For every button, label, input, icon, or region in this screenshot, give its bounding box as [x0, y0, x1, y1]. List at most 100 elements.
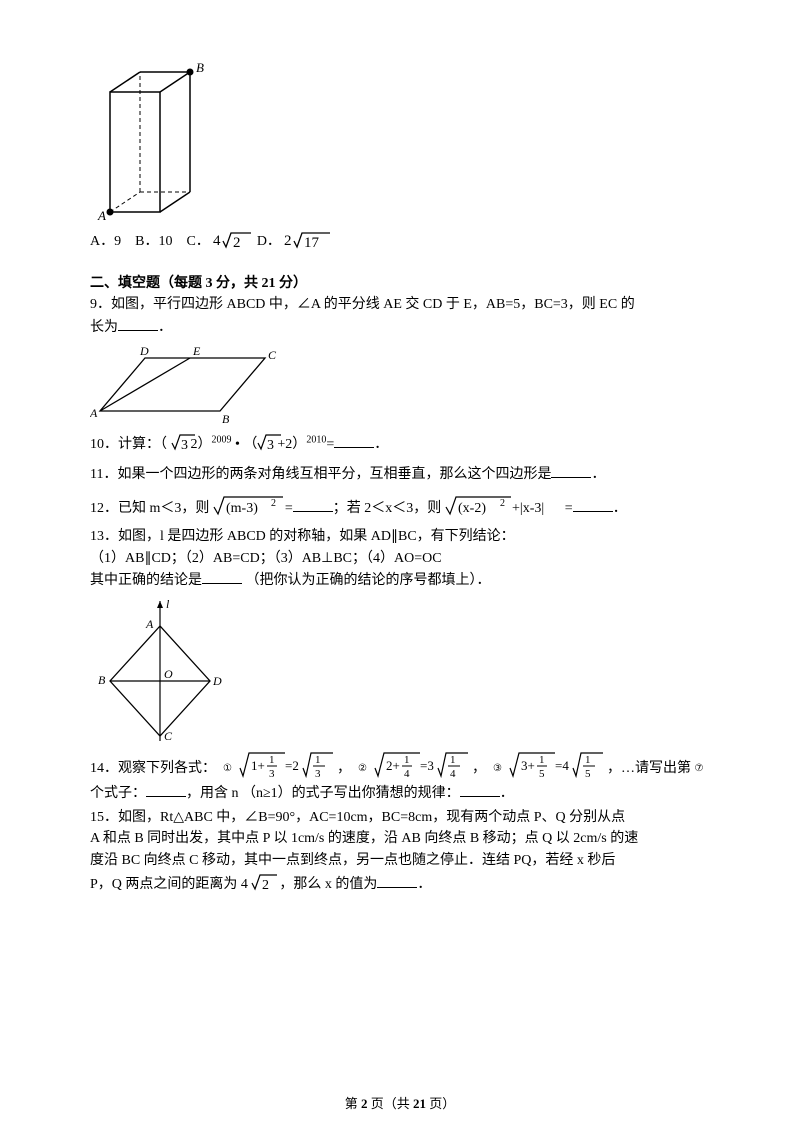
svg-text:=2: =2: [285, 758, 299, 773]
q14-p2: 个式子：: [90, 786, 146, 801]
circle-3: ③: [491, 762, 505, 776]
svg-text:17: 17: [304, 235, 320, 251]
q12-p1: 12．已知 m＜3，则: [90, 501, 209, 516]
svg-text:1: 1: [539, 754, 545, 766]
q15-l4: P，Q 两点之间的距离为 4 2 ，那么 x 的值为 ．: [90, 872, 710, 896]
q10-exp2: 2010: [306, 434, 326, 445]
q13-l3b: （把你认为正确的结论的序号都填上）．: [246, 573, 491, 588]
q10-mid1: 2）: [191, 437, 212, 452]
q10-bullet: •: [235, 437, 240, 452]
svg-text:(m-3): (m-3): [226, 501, 258, 516]
choice-c-prefix: C．: [186, 234, 209, 249]
circle-1: ①: [221, 762, 235, 776]
sqrt-x2-abs: (x-2) 2 +|x-3|: [445, 494, 565, 518]
q14-line2: 个式子：，用含 n （n≥1）的式子写出你猜想的规律：．: [90, 782, 710, 805]
q10-blank: [334, 433, 374, 448]
q12-dot: ．: [613, 501, 627, 516]
svg-text:2: 2: [500, 498, 505, 509]
prism-label-b: B: [196, 60, 204, 75]
svg-text:D: D: [212, 674, 222, 688]
svg-text:C: C: [268, 348, 277, 362]
q11-text: 11．如果一个四边形的两条对角线互相平分，互相垂直，那么这个四边形是: [90, 467, 551, 482]
q12-blank2: [573, 497, 613, 512]
q15-dot: ．: [417, 877, 431, 892]
q10-p1: 10．计算：（: [90, 437, 167, 452]
svg-text:A: A: [145, 617, 154, 631]
q13-blank: [202, 569, 242, 584]
figure-parallelogram: D E C A B: [90, 343, 710, 428]
q10-open: （: [243, 437, 257, 452]
figure-prism: A B: [90, 52, 710, 227]
svg-text:1: 1: [269, 754, 275, 766]
svg-text:3: 3: [181, 438, 188, 452]
q12-eq2: =: [565, 501, 573, 516]
q13-l1: 13．如图，l 是四边形 ABCD 的对称轴，如果 AD∥BC，有下列结论：: [90, 526, 710, 548]
svg-text:l: l: [166, 597, 170, 611]
circle-7: ⑦: [692, 762, 706, 776]
svg-text:C: C: [164, 729, 173, 743]
svg-text:+|x-3|: +|x-3|: [512, 501, 544, 516]
figure-rhombus: l A B O D C: [90, 596, 710, 746]
q8-choices: A．9 B．10 C． 4 2 D． 2 17: [90, 229, 710, 255]
choice-a: A．9: [90, 234, 121, 249]
svg-text:E: E: [192, 344, 201, 358]
q15-l3: 度沿 BC 向终点 C 移动，其中一点到终点，另一点也随之停止．连结 PQ，若经…: [90, 850, 710, 872]
expr-4sqrt2: 4 2: [213, 236, 257, 251]
q13-l2: （1）AB∥CD；（2）AB=CD；（3）AB⊥BC；（4）AO=OC: [90, 548, 710, 570]
sqrt2: 2: [251, 872, 279, 892]
q10-dot: ．: [374, 437, 388, 452]
svg-text:(x-2): (x-2): [458, 501, 486, 516]
q15-l4b: ，那么 x 的值为: [279, 877, 377, 892]
svg-text:3: 3: [267, 438, 274, 452]
prism-label-a: A: [97, 208, 106, 223]
q10: 10．计算：（ 3 2）2009 • （ 3 +2）2010=．: [90, 432, 710, 456]
svg-text:2: 2: [271, 498, 276, 509]
q12: 12．已知 m＜3，则 (m-3) 2 =；若 2＜x＜3，则 (x-2) 2 …: [90, 494, 710, 520]
svg-text:2: 2: [262, 878, 269, 892]
q14-blank1: [146, 782, 186, 797]
q10-plus: +2）: [277, 437, 306, 452]
q9-line1: 9．如图，平行四边形 ABCD 中，∠A 的平分线 AE 交 CD 于 E，AB…: [90, 294, 710, 316]
page: A B A．9 B．10 C． 4 2 D． 2 17 二、填空题（每题 3 分…: [0, 0, 800, 1132]
svg-text:1: 1: [404, 754, 410, 766]
svg-text:2: 2: [284, 233, 292, 249]
svg-text:D: D: [139, 344, 149, 358]
q14-blank2: [460, 782, 500, 797]
svg-text:1: 1: [585, 754, 591, 766]
eq1: 1+ 1 3 =2 1 3: [239, 750, 337, 782]
q9-blank: [118, 316, 158, 331]
svg-text:5: 5: [539, 768, 545, 780]
svg-text:1: 1: [450, 754, 456, 766]
svg-text:1+: 1+: [251, 758, 265, 773]
q14-tail1: ，…请写出第: [607, 761, 691, 776]
section-2-title: 二、填空题（每题 3 分，共 21 分）: [90, 273, 710, 295]
svg-text:4: 4: [450, 768, 456, 780]
choice-d-prefix: D．: [257, 234, 281, 249]
q14-p3: ，用含 n （n≥1）的式子写出你猜想的规律：: [186, 786, 460, 801]
footer-pre: 第: [345, 1096, 361, 1111]
svg-text:3+: 3+: [521, 758, 535, 773]
q15-l1: 15．如图，Rt△ABC 中，∠B=90°，AC=10cm，BC=8cm，现有两…: [90, 807, 710, 829]
q9-dot: ．: [158, 320, 172, 335]
q13-l3: 其中正确的结论是 （把你认为正确的结论的序号都填上）．: [90, 569, 710, 592]
svg-text:B: B: [222, 412, 230, 426]
svg-text:3: 3: [315, 768, 321, 780]
q14-c2c: ，: [472, 761, 486, 776]
prism-svg: A B: [90, 52, 210, 227]
q13-l3a: 其中正确的结论是: [90, 573, 202, 588]
svg-text:1: 1: [315, 754, 321, 766]
page-number: 第 2 页（共 21 页）: [0, 1093, 800, 1112]
q15-l2: A 和点 B 同时出发，其中点 P 以 1cm/s 的速度，沿 AB 向终点 B…: [90, 828, 710, 850]
svg-text:2+: 2+: [386, 758, 400, 773]
q14-p1: 14．观察下列各式：: [90, 761, 216, 776]
svg-text:B: B: [98, 673, 106, 687]
svg-text:2: 2: [233, 235, 241, 251]
q15-l4a: P，Q 两点之间的距离为 4: [90, 877, 248, 892]
svg-text:=3: =3: [420, 758, 434, 773]
svg-text:4: 4: [213, 233, 221, 249]
q15-blank: [377, 873, 417, 888]
q12-eq1: =: [285, 501, 293, 516]
eq3: 3+ 1 5 =4 1 5: [509, 750, 607, 782]
q11-dot: ．: [591, 467, 605, 482]
q10-eq: =: [326, 437, 334, 452]
